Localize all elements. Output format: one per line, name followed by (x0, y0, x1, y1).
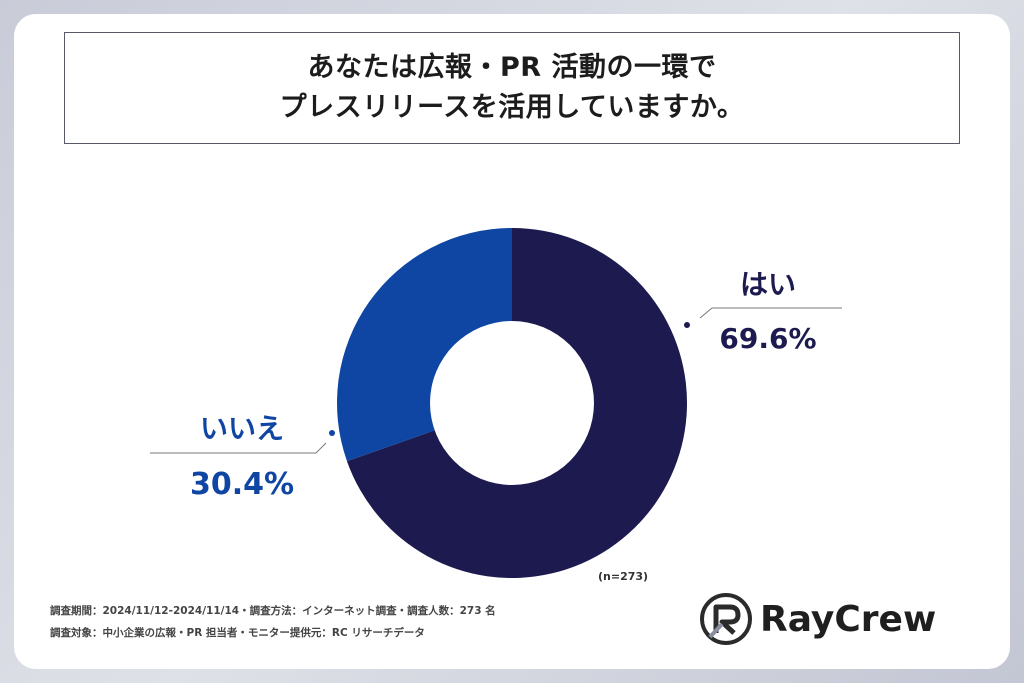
category-label-no: いいえ (200, 412, 284, 445)
sample-size-note: (n=273) (598, 570, 649, 583)
survey-footer: 調査期間：2024/11/12-2024/11/14・調査方法：インターネット調… (50, 600, 496, 644)
title-line-1: あなたは広報・PR 活動の一環で (307, 52, 717, 83)
label-leader-no (315, 442, 327, 454)
footer-line-2: 調査対象：中小企業の広報・PR 担当者・モニター提供元：RC リサーチデータ (50, 627, 425, 639)
raycrew-logo-icon (700, 593, 752, 645)
label-dot-no (329, 430, 335, 436)
footer-line-1: 調査期間：2024/11/12-2024/11/14・調査方法：インターネット調… (50, 605, 496, 617)
title-line-2: プレスリリースを活用していますか。 (279, 92, 745, 123)
value-label-yes: 69.6% (719, 322, 816, 355)
label-dot-yes (684, 322, 690, 328)
donut-hole (430, 321, 594, 485)
value-label-no: 30.4% (190, 467, 294, 502)
logo-text: RayCrew (760, 598, 937, 640)
title-box: あなたは広報・PR 活動の一環で プレスリリースを活用していますか。 (64, 32, 960, 144)
label-leader-yes (699, 307, 713, 319)
raycrew-logo: RayCrew (700, 592, 960, 646)
category-label-yes: はい (740, 268, 796, 301)
